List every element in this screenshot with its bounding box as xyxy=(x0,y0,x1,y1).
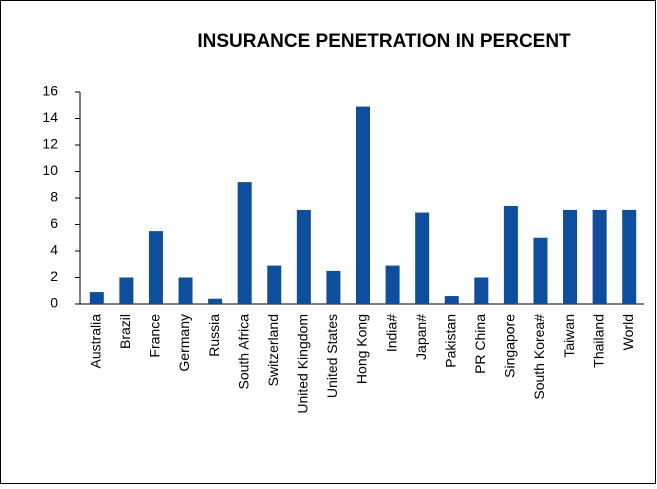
bar xyxy=(356,106,370,304)
bar xyxy=(622,209,637,304)
bar xyxy=(563,209,578,304)
y-tick-label: 6 xyxy=(50,215,58,231)
y-tick-label: 0 xyxy=(50,295,58,311)
bar xyxy=(208,298,223,304)
bar xyxy=(296,209,311,304)
bar xyxy=(148,231,163,304)
x-tick-label: France xyxy=(147,314,163,358)
x-tick-label: Japan# xyxy=(413,314,429,360)
x-tick-label: Thailand xyxy=(590,314,606,368)
x-tick-label: South Africa xyxy=(235,314,251,390)
x-tick-label: Switzerland xyxy=(265,314,281,386)
x-tick-label: Taiwan xyxy=(561,314,577,358)
x-tick-label: PR China xyxy=(472,314,488,374)
y-tick-label: 12 xyxy=(42,136,58,152)
x-tick-label: South Korea# xyxy=(531,314,547,400)
bar xyxy=(178,277,193,304)
x-tick-label: Russia xyxy=(206,314,222,357)
x-tick-label: United Kingdom xyxy=(295,314,311,414)
bar xyxy=(415,212,430,304)
y-tick-label: 10 xyxy=(42,162,58,178)
bar xyxy=(267,265,282,304)
y-tick-label: 4 xyxy=(50,242,58,258)
bar xyxy=(533,237,548,304)
bar xyxy=(592,209,607,304)
y-tick-label: 14 xyxy=(42,109,58,125)
chart-title: INSURANCE PENETRATION IN PERCENT xyxy=(197,31,571,52)
bar xyxy=(119,277,134,304)
y-tick-label: 2 xyxy=(50,268,58,284)
x-tick-label: Brazil xyxy=(117,314,133,349)
x-tick-label: Hong Kong xyxy=(354,314,370,384)
bar xyxy=(237,182,252,304)
bar xyxy=(444,296,459,304)
x-tick-label: Singapore xyxy=(502,314,518,378)
bar xyxy=(326,270,341,304)
y-tick-label: 8 xyxy=(50,189,58,205)
x-tick-label: United States xyxy=(324,314,340,398)
bar xyxy=(385,265,400,304)
bar xyxy=(503,205,518,304)
x-tick-label: Australia xyxy=(87,314,103,369)
x-tick-label: World xyxy=(620,314,636,350)
y-tick-label: 16 xyxy=(42,83,58,99)
bar xyxy=(474,277,489,304)
bar xyxy=(89,292,104,304)
x-tick-label: India# xyxy=(383,314,399,352)
x-tick-label: Pakistan xyxy=(442,314,458,368)
x-tick-label: Germany xyxy=(176,314,192,372)
